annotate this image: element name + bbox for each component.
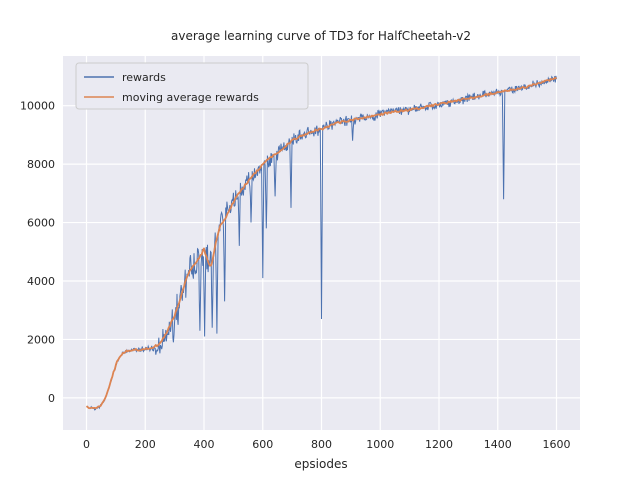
moving-average-rewards-line bbox=[85, 76, 558, 410]
legend-label-rewards: rewards bbox=[122, 71, 166, 84]
x-tick-label: 0 bbox=[83, 438, 90, 451]
legend-box bbox=[75, 62, 309, 110]
x-tick-label: 600 bbox=[252, 438, 273, 451]
y-tick-label: 4000 bbox=[27, 275, 55, 288]
y-tick-label: 8000 bbox=[27, 158, 55, 171]
y-tick-label: 6000 bbox=[27, 217, 55, 230]
x-tick-label: 800 bbox=[311, 438, 332, 451]
x-axis-label: epsiodes bbox=[294, 457, 347, 471]
legend: rewards moving average rewards bbox=[75, 62, 309, 110]
x-tick-label: 1600 bbox=[543, 438, 571, 451]
y-tick-label: 10000 bbox=[20, 100, 55, 113]
y-tick-label: 0 bbox=[48, 392, 55, 405]
series-lines bbox=[85, 75, 558, 411]
x-tick-label: 1200 bbox=[425, 438, 453, 451]
y-tick-label: 2000 bbox=[27, 333, 55, 346]
chart-title: average learning curve of TD3 for HalfCh… bbox=[171, 29, 471, 43]
x-tick-label: 400 bbox=[194, 438, 215, 451]
x-tick-label: 1000 bbox=[366, 438, 394, 451]
tick-labels: 0 200 400 600 800 1000 1200 1400 1600 0 2000 4000 60… bbox=[20, 100, 571, 451]
x-tick-label: 1400 bbox=[484, 438, 512, 451]
legend-label-moving-average: moving average rewards bbox=[122, 91, 259, 104]
x-tick-label: 200 bbox=[135, 438, 156, 451]
